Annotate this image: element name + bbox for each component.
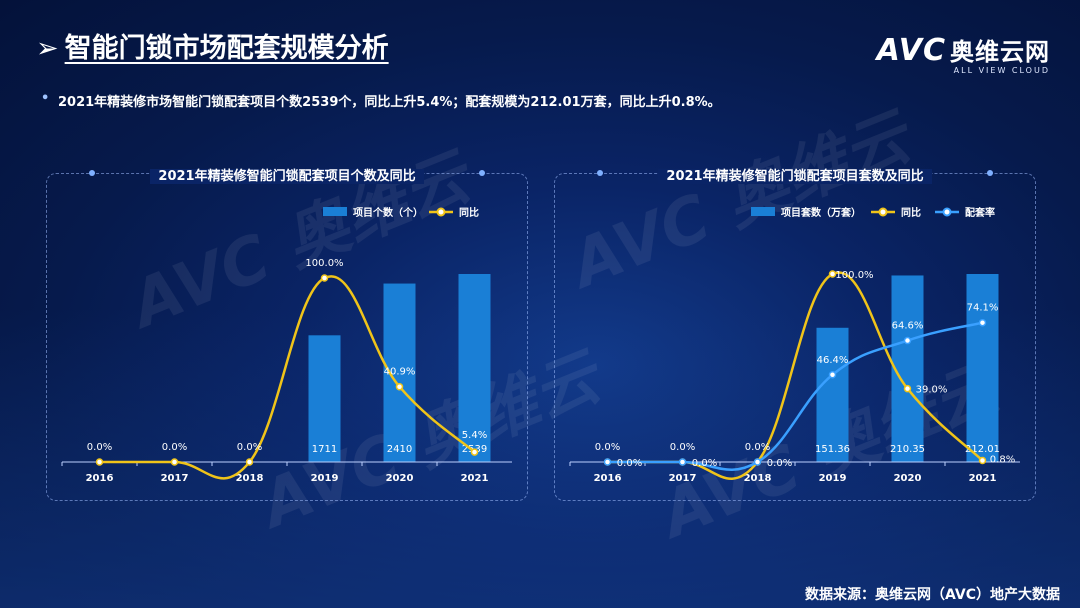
- line-point: [678, 458, 687, 466]
- line-point: [978, 318, 987, 327]
- bar: [816, 327, 849, 462]
- series-line: [607, 271, 984, 480]
- line-point: [753, 458, 762, 466]
- bar: [458, 274, 491, 462]
- series-line: [99, 275, 476, 480]
- line-point: [828, 371, 837, 379]
- line-value-label: 0.0%: [670, 442, 695, 453]
- legend-label: 项目套数（万套）: [781, 206, 861, 219]
- legend-label: 同比: [901, 206, 921, 219]
- chart-project-count: 项目个数（个）同比1711241025392016201720182019202…: [61, 206, 512, 484]
- line-point: [245, 458, 254, 466]
- data-source: 数据来源：奥维云网（AVC）地产大数据: [805, 587, 1060, 603]
- line-point: [170, 458, 179, 466]
- line-point: [603, 458, 612, 466]
- line-value-label: 40.9%: [384, 367, 416, 378]
- x-tick-label: 2016: [594, 473, 622, 484]
- line-value-label: 0.0%: [595, 442, 620, 453]
- line-value-label: 100.0%: [835, 270, 873, 281]
- chart-title: 2021年精装修智能门锁配套项目套数及同比: [658, 169, 932, 184]
- legend-marker: [942, 207, 952, 217]
- page-title: ➢ 智能门锁市场配套规模分析: [36, 33, 389, 64]
- chart-project-sets: 项目套数（万套） 同比 配套率 151.36 210.35 212.01 2016 2017 2…: [569, 206, 1020, 484]
- bar-value-label: 2410: [387, 444, 412, 455]
- x-tick-label: 2018: [236, 473, 264, 484]
- line-value-label: 0.0%: [237, 442, 262, 453]
- line-point: [395, 382, 404, 391]
- chart-title: 2021年精装修智能门锁配套项目个数及同比: [150, 169, 424, 184]
- line-point: [828, 270, 837, 278]
- bar: [966, 274, 999, 462]
- legend-label: 配套率: [965, 206, 995, 219]
- line-value-label: 5.4%: [462, 430, 487, 441]
- line-value-label: 74.1%: [967, 303, 999, 314]
- x-tick-label: 2016: [86, 473, 114, 484]
- legend-marker: [878, 207, 888, 217]
- avc-logo: AVC 奥维云网 ALL VIEW CLOUD: [876, 33, 1050, 75]
- x-tick-label: 2020: [894, 473, 922, 484]
- x-tick-label: 2018: [744, 473, 772, 484]
- x-tick-label: 2021: [969, 473, 997, 484]
- line-point: [470, 448, 479, 456]
- legend-marker: [436, 207, 446, 217]
- line-value-label: 0.0%: [767, 458, 792, 469]
- line-value-label: 46.4%: [817, 355, 849, 366]
- bar: [891, 275, 924, 462]
- bar-value-label: 151.36: [815, 444, 850, 455]
- bar-value-label: 210.35: [890, 444, 925, 455]
- line-value-label: 0.8%: [990, 454, 1015, 465]
- chart-panel-left: 2021年精装修智能门锁配套项目个数及同比 项目个数（个） 同比 1711 2410 2…: [46, 169, 528, 501]
- line-value-label: 39.0%: [916, 385, 948, 396]
- legend-label: 项目个数（个）: [353, 206, 423, 219]
- legend-label: 同比: [459, 206, 479, 219]
- line-point: [320, 274, 329, 282]
- legend-swatch: [751, 207, 775, 216]
- x-tick-label: 2019: [311, 473, 339, 484]
- bar-value-label: 212.01: [965, 444, 1000, 455]
- line-point: [903, 336, 912, 345]
- arrow-icon: ➢: [36, 33, 59, 64]
- x-tick-label: 2017: [161, 473, 189, 484]
- x-tick-label: 2017: [669, 473, 697, 484]
- chart-panel-right: 2021年精装修智能门锁配套项目套数及同比 项目套数（万套） 同比 配套率 151.3…: [554, 169, 1036, 501]
- bullet-icon: •: [41, 91, 50, 106]
- x-tick-label: 2019: [819, 473, 847, 484]
- line-value-label: 0.0%: [692, 458, 717, 469]
- legend-swatch: [323, 207, 347, 216]
- line-value-label: 64.6%: [892, 321, 924, 332]
- line-value-label: 0.0%: [745, 442, 770, 453]
- line-value-label: 0.0%: [617, 458, 642, 469]
- line-value-label: 0.0%: [162, 442, 187, 453]
- summary-bullet: • 2021年精装修市场智能门锁配套项目个数2539个，同比上升5.4%；配套规…: [41, 91, 721, 110]
- x-tick-label: 2021: [461, 473, 489, 484]
- series-line: [607, 321, 983, 471]
- line-value-label: 100.0%: [305, 258, 343, 269]
- bar: [308, 335, 341, 462]
- bar-value-label: 1711: [312, 444, 337, 455]
- line-point: [978, 456, 987, 465]
- line-value-label: 0.0%: [87, 442, 112, 453]
- x-tick-label: 2020: [386, 473, 414, 484]
- line-point: [903, 384, 912, 393]
- line-point: [95, 458, 104, 466]
